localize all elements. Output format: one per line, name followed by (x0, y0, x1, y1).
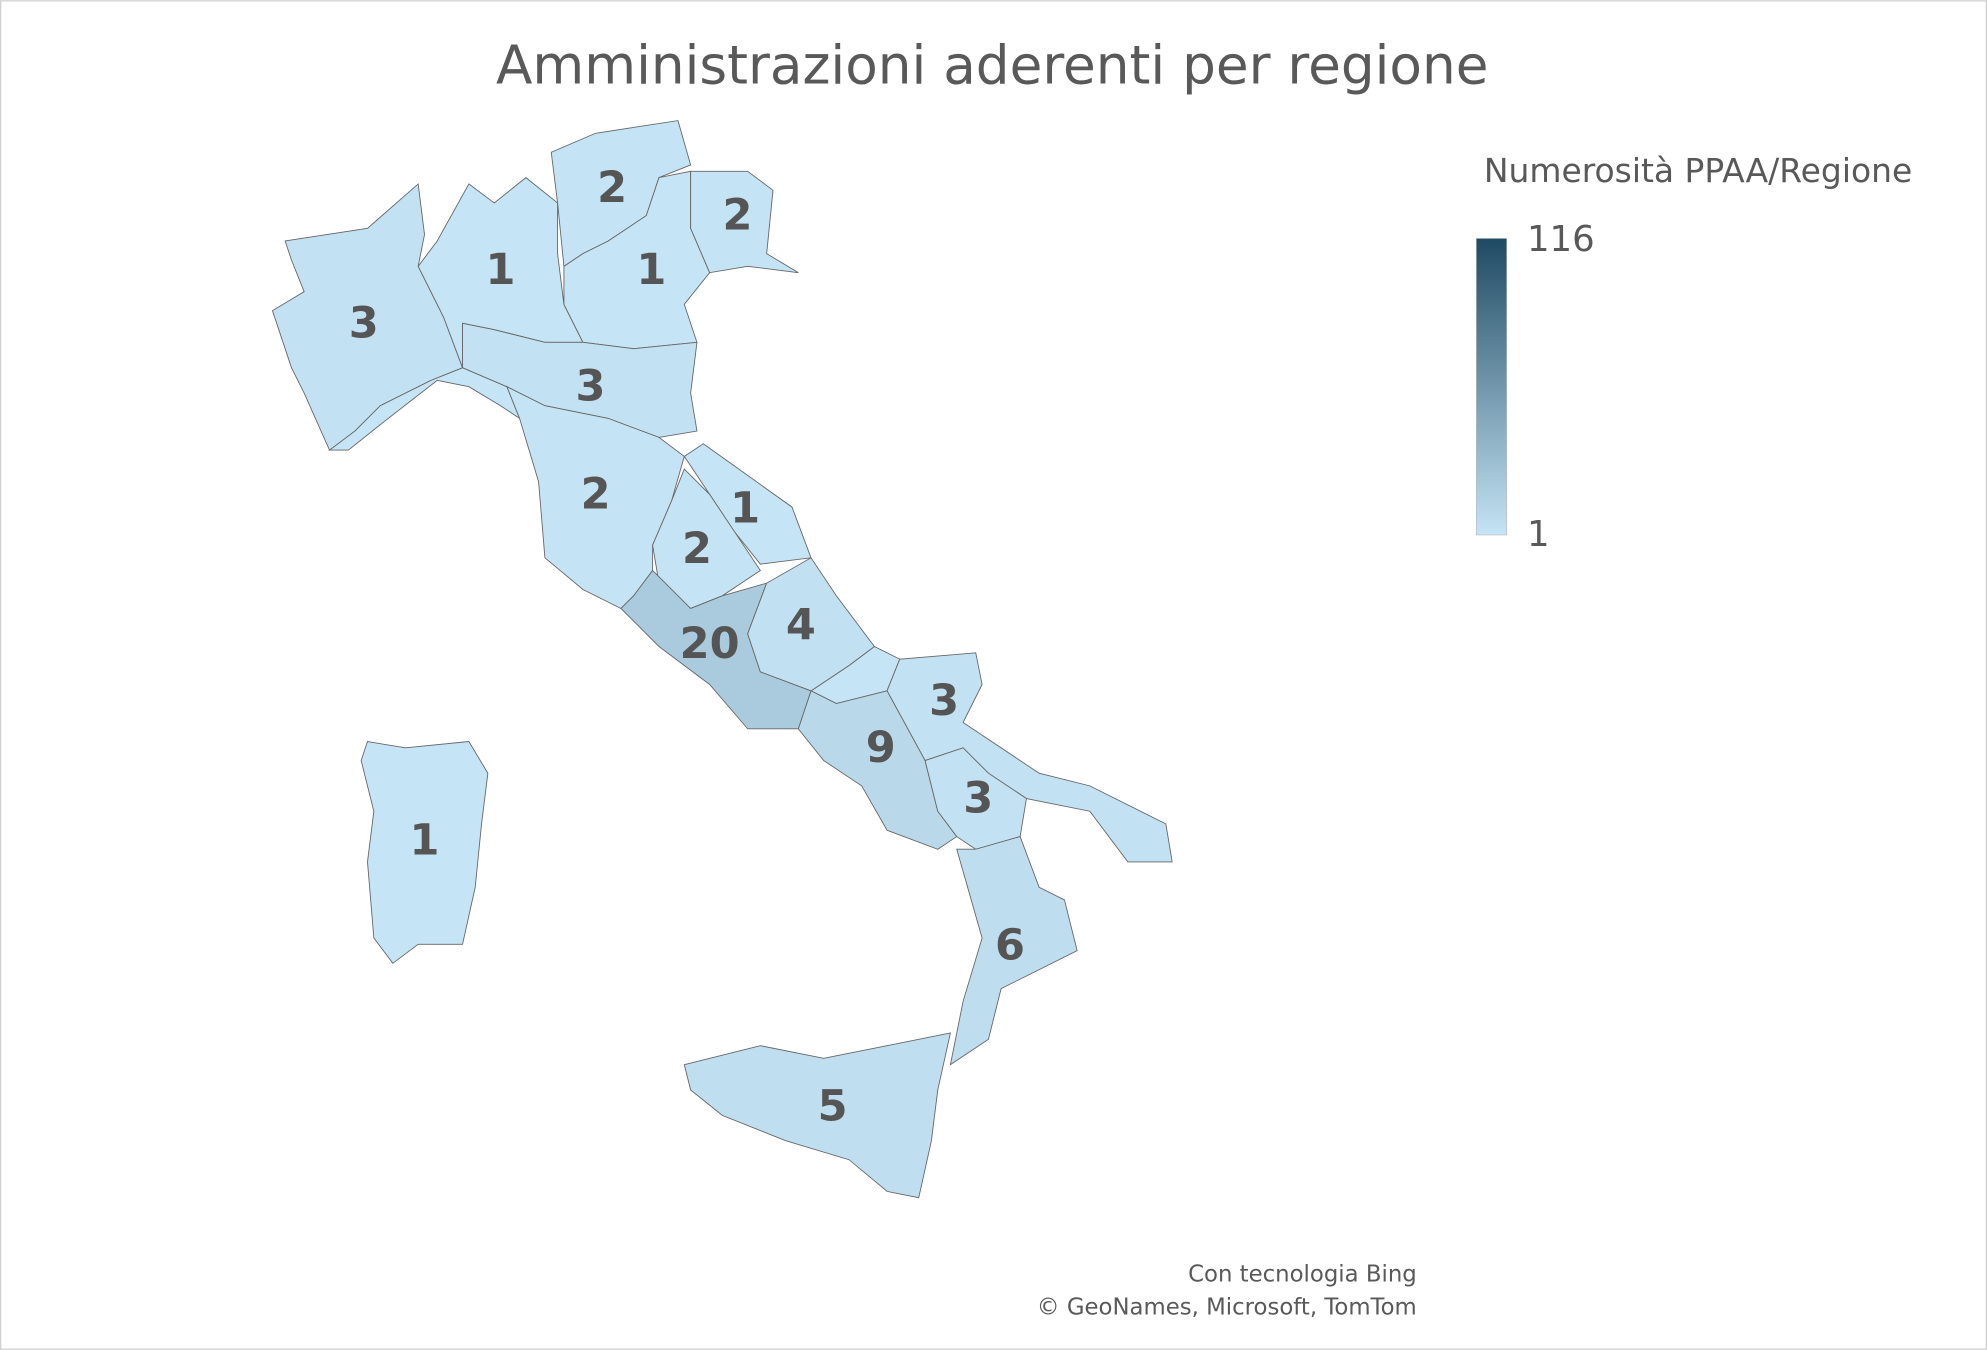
legend-min: 1 (1527, 514, 1550, 555)
region (747, 557, 876, 692)
legend-gradient (1475, 238, 1508, 536)
region-value-label: 4 (786, 600, 816, 650)
region (360, 741, 489, 964)
region (683, 1032, 951, 1199)
attribution: © GeoNames, Microsoft, TomTom (1037, 1294, 1417, 1320)
legend-title: Numerosità PPAA/Regione (1484, 151, 1912, 190)
region-value-label: 2 (597, 163, 627, 213)
region-value-label: 3 (349, 298, 379, 348)
region-value-label: 1 (730, 483, 760, 533)
region-value-label: 1 (636, 245, 666, 295)
region-value-label: 1 (486, 245, 516, 295)
region-value-label: 6 (995, 921, 1025, 971)
region (949, 836, 1078, 1066)
region (652, 468, 761, 609)
attribution: Con tecnologia Bing (1188, 1262, 1417, 1288)
region-value-label: 3 (963, 774, 993, 824)
region-value-label: 2 (682, 524, 712, 574)
region-value-label: 1 (410, 815, 440, 865)
region-value-label: 2 (581, 469, 611, 519)
region-value-label: 2 (723, 191, 753, 241)
region-value-label: 3 (929, 676, 959, 726)
region-value-label: 9 (866, 723, 896, 773)
region (690, 170, 799, 274)
chart-title: Amministrazioni aderenti per regione (496, 34, 1488, 96)
legend-max: 116 (1527, 219, 1595, 260)
region-value-label: 5 (818, 1082, 848, 1132)
region-value-label: 3 (576, 362, 606, 412)
region-value-label: 20 (680, 619, 740, 669)
region (271, 183, 464, 451)
